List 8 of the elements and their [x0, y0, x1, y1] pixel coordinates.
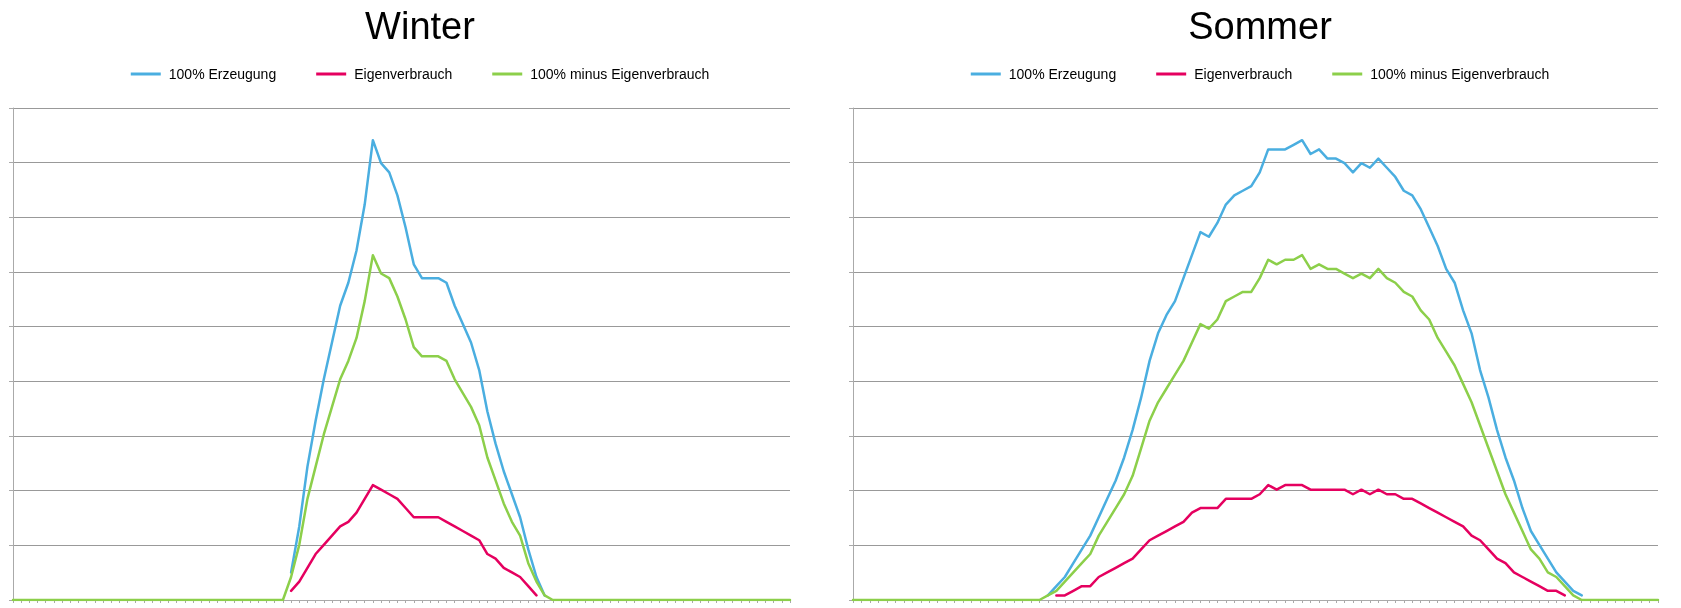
legend-label: 100% minus Eigenverbrauch: [530, 66, 710, 82]
legend-label: 100% Erzeugung: [1008, 66, 1117, 82]
legend-label: Eigenverbrauch: [354, 66, 453, 82]
chart-title: Sommer: [1188, 5, 1333, 47]
legend-label: Eigenverbrauch: [1194, 66, 1293, 82]
legend-label: 100% minus Eigenverbrauch: [1370, 66, 1550, 82]
chart-title: Winter: [365, 5, 476, 47]
legend-label: 100% Erzeugung: [168, 66, 277, 82]
